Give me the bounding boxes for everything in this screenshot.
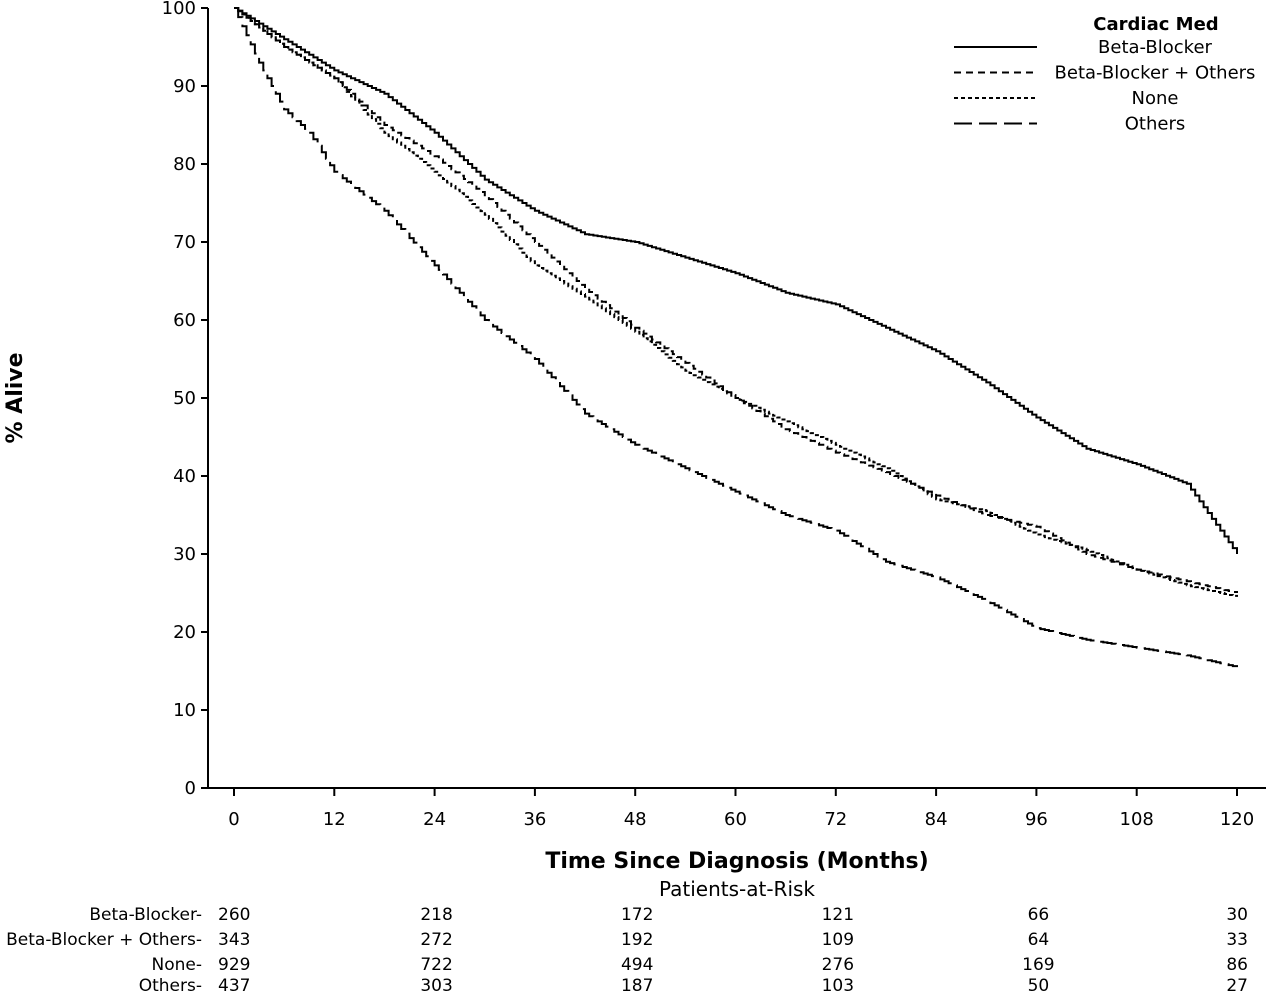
x-tick-label-96: 96 xyxy=(1025,809,1048,830)
risk-value-2-1: 722 xyxy=(420,955,452,975)
y-tick-label-60: 60 xyxy=(173,310,196,331)
patients-at-risk-table: Patients-at-Risk Beta-Blocker- 260 218 172 1… xyxy=(6,877,1248,995)
y-tick-label-70: 70 xyxy=(173,232,196,253)
axes: 0 10 20 30 40 50 60 70 80 90 100 0 12 24 36 48 60 72 84 96 1… xyxy=(162,0,1266,830)
risk-value-0-3: 121 xyxy=(822,905,854,925)
x-tick-label-84: 84 xyxy=(925,809,948,830)
risk-value-0-2: 172 xyxy=(621,905,653,925)
x-tick-label-60: 60 xyxy=(724,809,747,830)
risk-value-3-0: 437 xyxy=(218,976,250,995)
y-tick-label-0: 0 xyxy=(185,778,196,799)
risk-value-1-0: 343 xyxy=(218,930,250,950)
x-tick-label-24: 24 xyxy=(423,809,446,830)
legend-label-3: Others xyxy=(1125,114,1186,135)
risk-value-3-4: 50 xyxy=(1028,976,1050,995)
x-tick-label-108: 108 xyxy=(1120,809,1154,830)
legend-label-2: None xyxy=(1132,88,1179,109)
y-tick-label-90: 90 xyxy=(173,76,196,97)
risk-value-2-2: 494 xyxy=(621,955,653,975)
y-tick-label-40: 40 xyxy=(173,466,196,487)
y-tick-label-80: 80 xyxy=(173,154,196,175)
x-tick-label-48: 48 xyxy=(624,809,647,830)
legend: Cardiac Med Beta-Blocker Beta-Blocker + O… xyxy=(954,14,1255,135)
y-tick-label-50: 50 xyxy=(173,388,196,409)
risk-value-1-5: 33 xyxy=(1226,930,1248,950)
risk-row-label-2: None- xyxy=(152,955,203,975)
risk-table-title: Patients-at-Risk xyxy=(659,877,815,901)
risk-value-0-4: 66 xyxy=(1028,905,1050,925)
legend-label-0: Beta-Blocker xyxy=(1098,37,1212,58)
risk-value-2-4: 169 xyxy=(1022,955,1054,975)
risk-value-3-5: 27 xyxy=(1226,976,1248,995)
series-line-1 xyxy=(234,7,1238,593)
risk-value-0-1: 218 xyxy=(420,905,452,925)
risk-value-3-1: 303 xyxy=(420,976,452,995)
x-tick-label-0: 0 xyxy=(228,809,239,830)
x-tick-label-72: 72 xyxy=(824,809,847,830)
risk-row-label-1: Beta-Blocker + Others- xyxy=(6,930,202,950)
risk-value-1-3: 109 xyxy=(822,930,854,950)
survival-curves xyxy=(234,7,1238,668)
risk-value-3-2: 187 xyxy=(621,976,653,995)
y-tick-label-30: 30 xyxy=(173,544,196,565)
series-line-0 xyxy=(234,7,1238,554)
y-tick-label-100: 100 xyxy=(162,0,196,19)
risk-value-2-3: 276 xyxy=(822,955,854,975)
y-axis-title: % Alive xyxy=(3,352,28,443)
risk-value-1-1: 272 xyxy=(420,930,452,950)
legend-title: Cardiac Med xyxy=(1093,14,1218,35)
risk-value-0-5: 30 xyxy=(1226,905,1248,925)
risk-row-label-0: Beta-Blocker- xyxy=(89,905,202,925)
risk-value-2-0: 929 xyxy=(218,955,250,975)
legend-label-1: Beta-Blocker + Others xyxy=(1055,63,1256,84)
risk-value-2-5: 86 xyxy=(1226,955,1248,975)
x-tick-label-36: 36 xyxy=(523,809,546,830)
y-tick-label-10: 10 xyxy=(173,700,196,721)
series-line-2 xyxy=(234,7,1238,597)
x-tick-label-120: 120 xyxy=(1220,809,1254,830)
risk-value-1-2: 192 xyxy=(621,930,653,950)
risk-value-0-0: 260 xyxy=(218,905,250,925)
series-line-3 xyxy=(234,7,1238,668)
risk-value-1-4: 64 xyxy=(1028,930,1050,950)
risk-row-label-3: Others- xyxy=(139,976,202,995)
y-tick-label-20: 20 xyxy=(173,622,196,643)
risk-value-3-3: 103 xyxy=(822,976,854,995)
x-tick-label-12: 12 xyxy=(323,809,346,830)
x-axis-title: Time Since Diagnosis (Months) xyxy=(545,849,928,874)
